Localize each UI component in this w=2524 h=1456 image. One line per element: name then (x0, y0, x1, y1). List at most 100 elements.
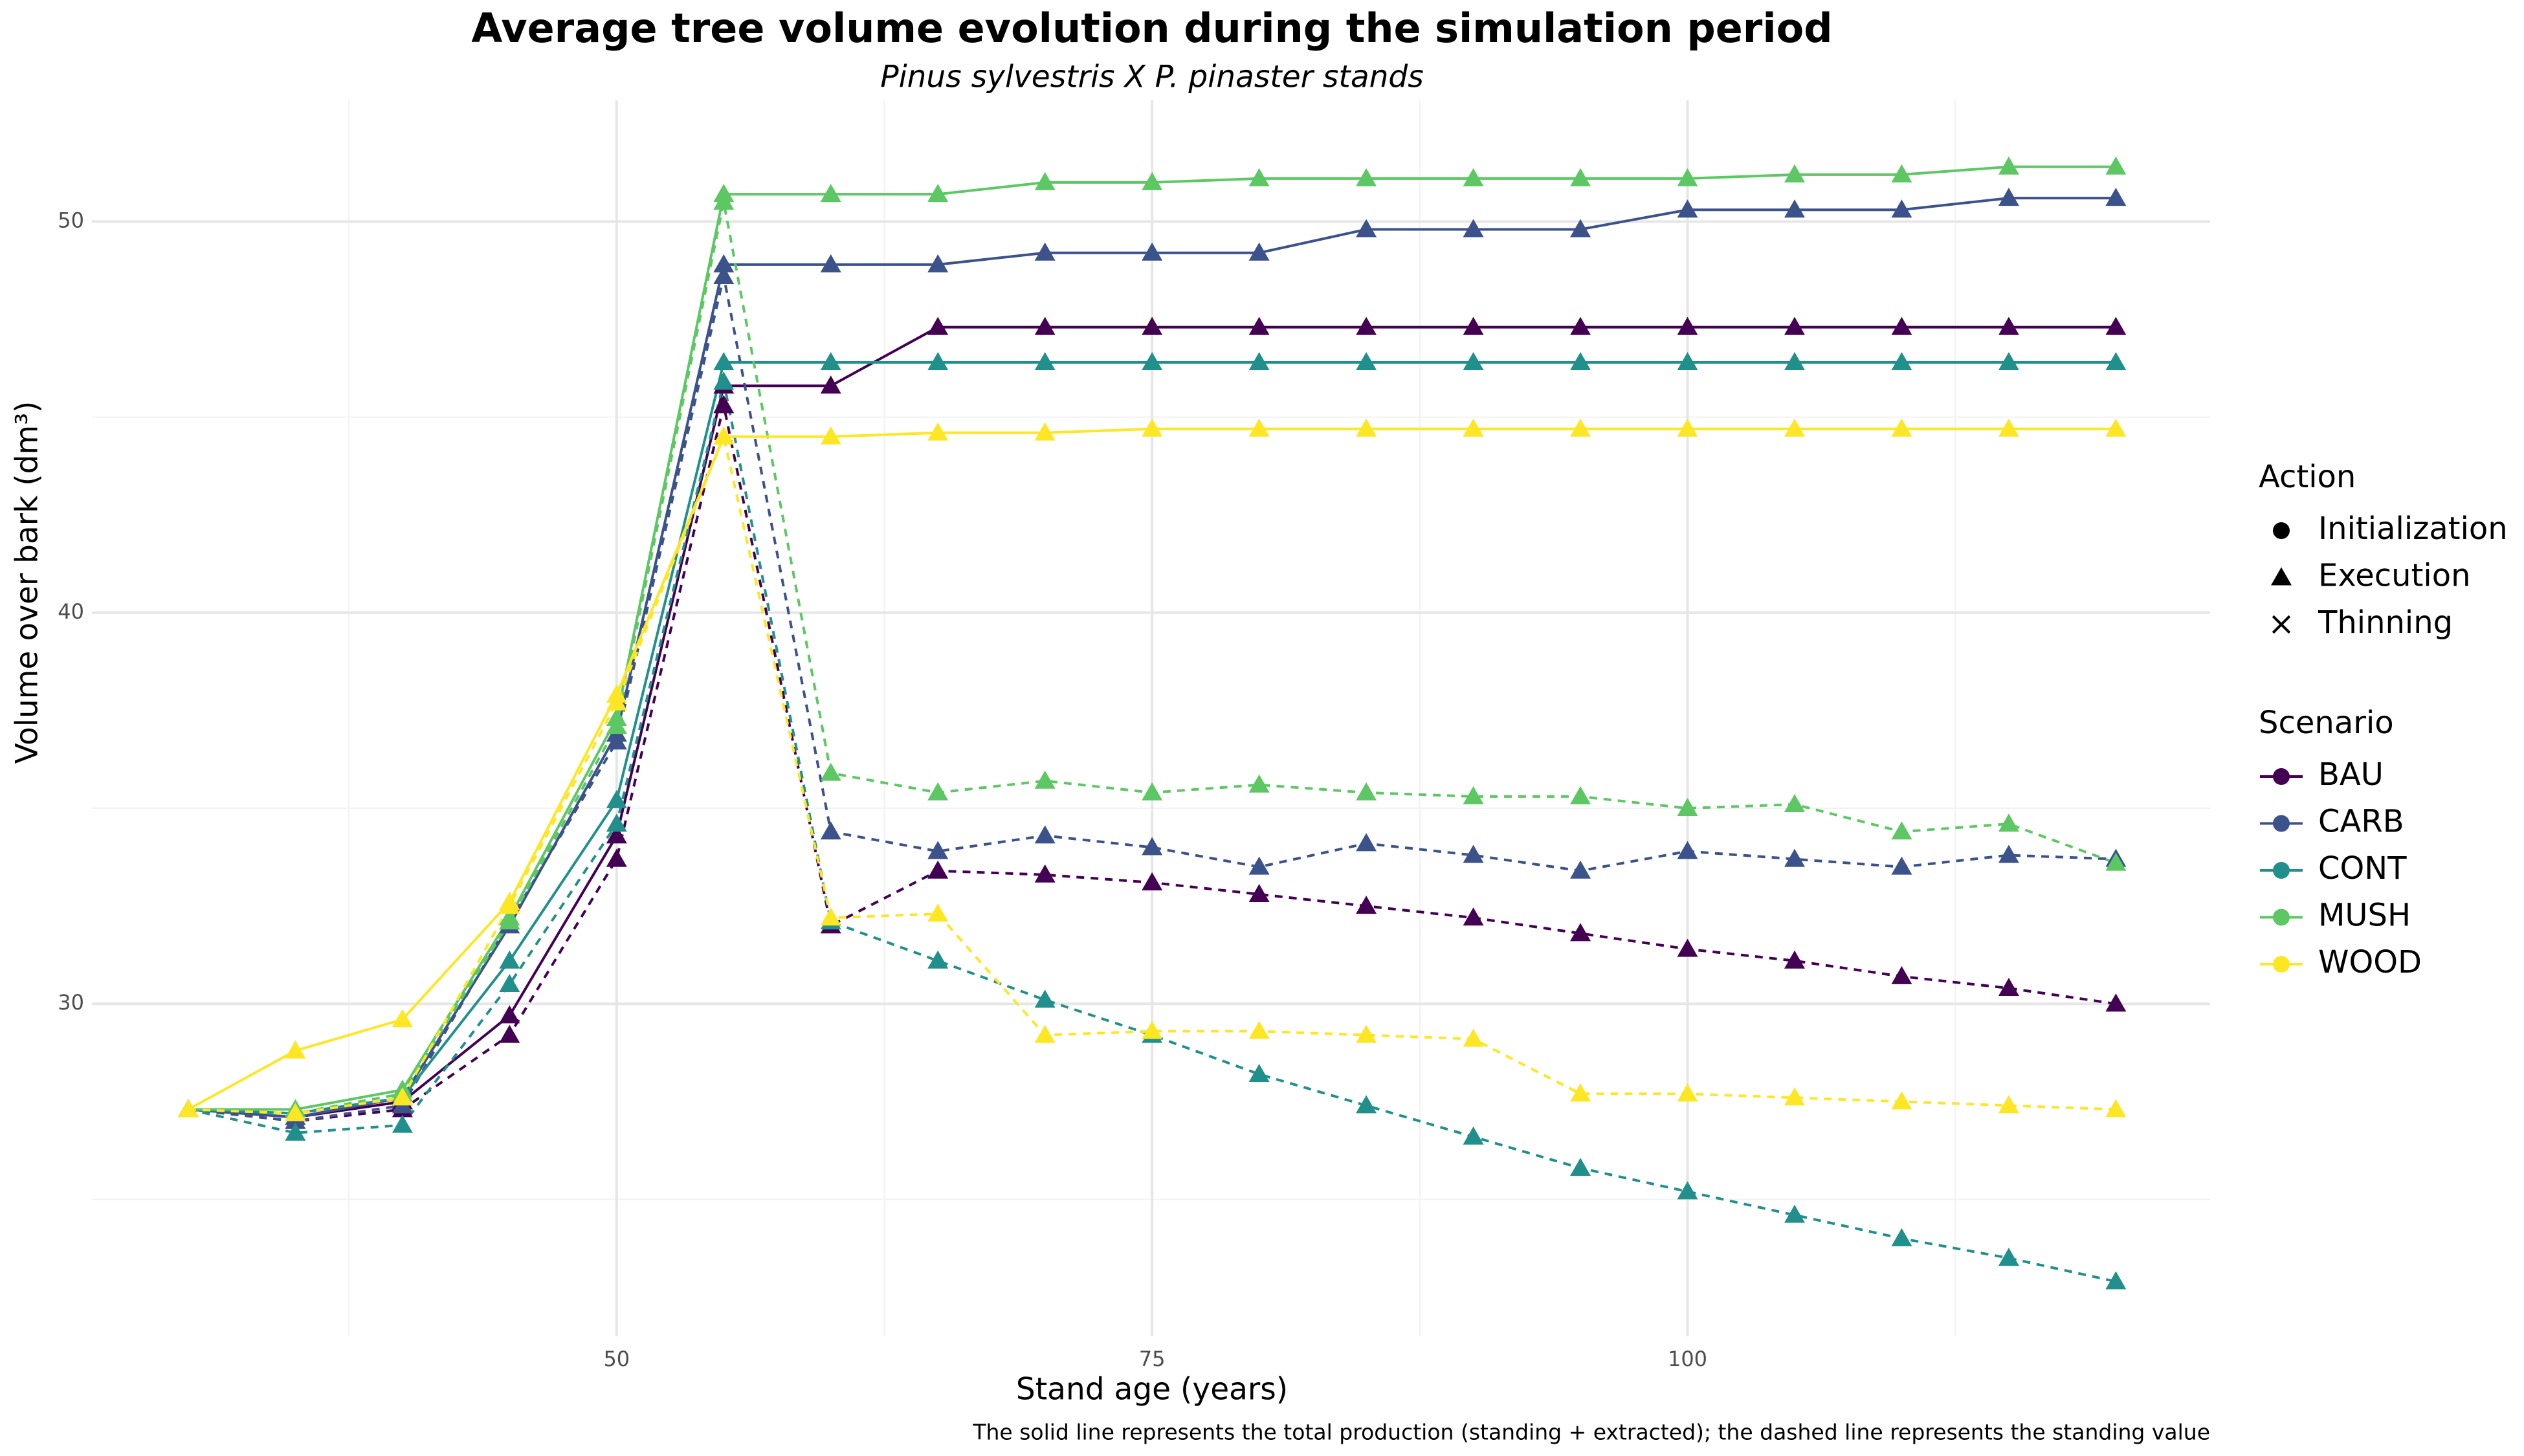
marker (927, 841, 949, 859)
marker (820, 821, 841, 840)
caption: The solid line represents the total prod… (972, 1420, 2210, 1445)
marker (1463, 907, 1484, 926)
marker (2105, 418, 2127, 437)
marker (713, 254, 735, 272)
marker (392, 1087, 413, 1106)
marker (1356, 1095, 1377, 1114)
marker (1356, 351, 1377, 370)
marker (927, 316, 949, 335)
marker (1998, 1248, 2019, 1266)
marker (2273, 522, 2290, 539)
marker (1677, 418, 1698, 437)
marker (1570, 1083, 1591, 1102)
marker (1356, 168, 1377, 186)
legend-title: Action (2259, 459, 2356, 495)
marker (1784, 848, 1805, 867)
marker (927, 351, 949, 370)
legend-label: Thinning (2318, 604, 2453, 641)
marker (1034, 351, 1056, 370)
marker (927, 184, 949, 203)
legend-symbol (2273, 956, 2290, 973)
marker (1998, 351, 2019, 370)
legend-label: Execution (2318, 558, 2471, 594)
x-tick-label: 75 (1139, 1347, 1166, 1371)
legend-symbol (2273, 862, 2290, 879)
grid (92, 100, 2210, 1336)
marker (1034, 422, 1056, 441)
marker (1570, 923, 1591, 942)
marker (1891, 418, 1912, 437)
marker (392, 1114, 413, 1133)
marker (285, 1103, 306, 1121)
marker (1570, 316, 1591, 335)
marker (392, 1009, 413, 1028)
marker (1248, 1020, 1270, 1039)
marker (1677, 1181, 1698, 1200)
marker (1463, 1126, 1484, 1145)
marker (820, 907, 841, 926)
marker (1356, 418, 1377, 437)
marker (1998, 316, 2019, 335)
marker (1034, 1024, 1056, 1043)
marker (1784, 199, 1805, 218)
marker (1570, 786, 1591, 804)
marker (1248, 856, 1270, 875)
marker (927, 950, 949, 969)
marker (820, 762, 841, 781)
marker (1142, 242, 1163, 261)
x-axis-title: Stand age (years) (1016, 1372, 1288, 1407)
marker (1891, 965, 1912, 984)
marker (1570, 168, 1591, 186)
marker (1034, 825, 1056, 844)
marker (1891, 821, 1912, 840)
marker (1356, 896, 1377, 914)
marker (1784, 418, 1805, 437)
marker (1570, 351, 1591, 370)
marker (499, 911, 520, 930)
marker (1142, 872, 1163, 890)
marker (927, 782, 949, 800)
marker (1034, 242, 1056, 261)
marker (820, 351, 841, 370)
y-tick-label: 40 (58, 599, 84, 624)
marker (713, 192, 735, 210)
marker (1677, 798, 1698, 817)
marker (1891, 316, 1912, 335)
marker (713, 371, 735, 390)
marker (499, 950, 520, 969)
marker (713, 395, 735, 414)
legend-label: MUSH (2318, 898, 2411, 934)
marker (606, 825, 627, 844)
marker (1570, 860, 1591, 879)
marker (713, 351, 735, 370)
marker (2105, 1099, 2127, 1118)
marker (1463, 844, 1484, 863)
marker (2271, 567, 2292, 586)
marker (1784, 164, 1805, 182)
marker (1142, 782, 1163, 800)
marker (1463, 418, 1484, 437)
marker (1142, 1020, 1163, 1039)
marker (1142, 316, 1163, 335)
marker (2105, 993, 2127, 1012)
marker (1677, 841, 1698, 859)
marker (1356, 219, 1377, 237)
marker (1891, 351, 1912, 370)
marker (1677, 938, 1698, 957)
legend-label: CONT (2318, 850, 2407, 887)
marker (1570, 418, 1591, 437)
chart-subtitle: Pinus sylvestris X P. pinaster stands (880, 60, 1424, 95)
marker (1463, 786, 1484, 804)
marker (1142, 171, 1163, 190)
marker (606, 692, 627, 711)
marker (1891, 1091, 1912, 1110)
marker (927, 254, 949, 272)
marker (1677, 316, 1698, 335)
y-tick-label: 30 (58, 990, 84, 1015)
marker (1248, 883, 1270, 902)
marker (820, 375, 841, 394)
marker (1784, 793, 1805, 812)
y-tick-label: 50 (58, 208, 84, 232)
marker (1248, 242, 1270, 261)
